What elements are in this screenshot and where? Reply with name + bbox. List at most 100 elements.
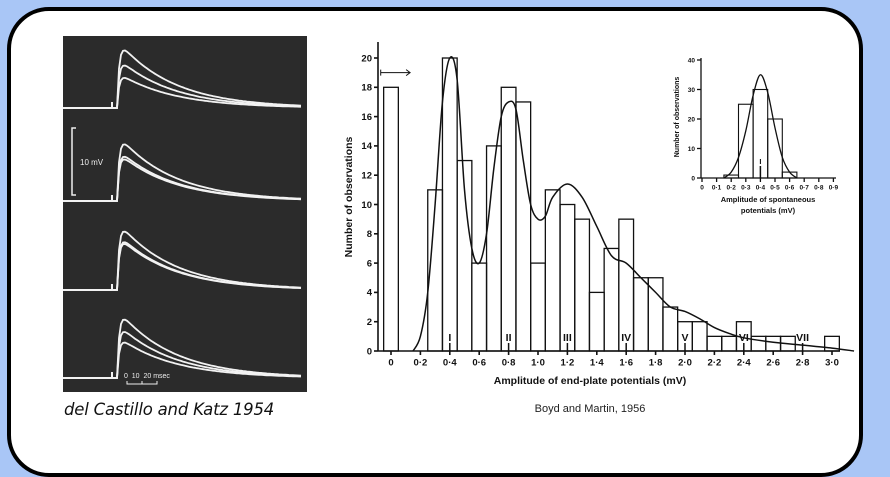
x-tick-label: 1·6 (619, 358, 633, 369)
peak-marker-label: III (563, 332, 572, 344)
right-figure-caption: Boyd and Martin, 1956 (534, 403, 646, 415)
trace-baseline (63, 284, 113, 291)
histogram-bar (574, 218, 591, 352)
y-tick-label: 2 (367, 317, 372, 328)
trace-baseline (63, 102, 113, 109)
x-tick-label: 0·3 (741, 185, 751, 192)
x-tick-label: 2·4 (737, 358, 751, 369)
peak-marker-label: V (681, 332, 688, 344)
fitted-curve (723, 74, 798, 179)
x-tick-label: 0·8 (814, 185, 824, 192)
histogram-bar (544, 189, 561, 352)
fitted-curve (412, 56, 855, 352)
failure-range-arrow (380, 69, 411, 77)
peak-marker-label: VI (739, 332, 749, 344)
y-axis-label: Number of observations (343, 136, 355, 257)
main-histogram: 0 2 4 6 8 10 12 14 16 18 20 0 0·2 0·4 0·6 0·8 1·0 1·2 1·4 1… (343, 42, 855, 387)
x-tick-label: 2·6 (766, 358, 780, 369)
histogram-bar (515, 101, 532, 352)
x-tick-label: 2·0 (678, 358, 692, 369)
inset-x-axis-label: Amplitude of spontaneous (721, 195, 816, 204)
y-tick-label: 20 (688, 116, 696, 123)
voltage-scale-bar (71, 127, 76, 196)
y-tick-label: 30 (688, 87, 696, 94)
y-tick-label: 0 (691, 175, 695, 182)
epp-trace (112, 76, 301, 109)
peak-marker-label: I (448, 332, 451, 344)
x-tick-label: 3·0 (825, 358, 839, 369)
histogram-bar (647, 277, 664, 352)
x-tick-label: 0·1 (712, 185, 722, 192)
y-tick-label: 4 (367, 288, 373, 299)
histogram-bar (530, 262, 547, 352)
peak-marker-label: IV (621, 332, 631, 344)
histogram-bar (382, 86, 399, 352)
histogram-chart: 0 2 4 6 8 10 12 14 16 18 20 0 0·2 0·4 0·6 0·8 1·0 1·2 1·4 1… (343, 42, 855, 387)
voltage-scale-label: 10 mV (80, 158, 104, 167)
y-tick-label: 10 (688, 146, 696, 153)
peak-marker-label: I (759, 157, 761, 166)
histogram-bar (632, 277, 649, 352)
histogram-bar (737, 103, 754, 179)
trace-group (63, 49, 302, 379)
trace-baseline (63, 195, 113, 202)
x-tick-label: 2·2 (708, 358, 722, 369)
y-tick-label: 40 (688, 57, 696, 64)
y-tick-label: 6 (367, 258, 372, 269)
histogram-bar (691, 321, 708, 352)
x-tick-label: 0·8 (502, 358, 516, 369)
inset-histogram: 0 10 20 30 40 0 0·1 0·2 0·3 0·4 0·5 0·6 0·7 0·8 0·9 I Am… (674, 57, 838, 215)
x-tick-label: 0 (388, 358, 393, 369)
x-tick-label: 0·4 (443, 358, 457, 369)
inset-x-axis-label-line2: potentials (mV) (741, 206, 796, 215)
x-tick-label: 0·5 (770, 185, 780, 192)
trace-baseline (63, 372, 113, 379)
x-tick-label: 1·8 (649, 358, 663, 369)
x-tick-label: 0·7 (799, 185, 809, 192)
y-tick-label: 16 (361, 112, 372, 123)
epp-trace (112, 49, 302, 109)
peak-marker-label: VII (796, 332, 809, 344)
x-tick-label: 0·2 (726, 185, 736, 192)
oscilloscope-photo: 10 mV 0 10 20 msec (63, 36, 307, 392)
histogram-bar (765, 335, 782, 352)
histogram-bar (588, 291, 605, 352)
time-scale-bar (126, 381, 158, 385)
histogram-bar (603, 247, 620, 352)
inset-y-axis-label: Number of observations (674, 77, 681, 158)
epp-trace (112, 318, 302, 379)
y-tick-label: 18 (361, 83, 372, 94)
epp-trace (112, 243, 302, 291)
histogram-bar (721, 335, 738, 352)
x-axis-label: Amplitude of end-plate potentials (mV) (494, 375, 687, 387)
x-tick-label: 1·2 (561, 358, 575, 369)
photo-background (63, 36, 307, 392)
histogram-bar (441, 57, 458, 352)
y-tick-label: 10 (361, 200, 372, 211)
histogram-bar (706, 335, 723, 352)
x-tick-label: 1·0 (531, 358, 545, 369)
y-tick-label: 12 (361, 171, 372, 182)
x-tick-label: 1·4 (590, 358, 604, 369)
x-tick-label: 2·8 (796, 358, 810, 369)
histogram-bar (559, 203, 576, 352)
epp-trace (112, 341, 301, 379)
histogram-bar (471, 262, 488, 352)
x-tick-label: 0·6 (785, 185, 795, 192)
y-tick-label: 14 (361, 141, 372, 152)
histogram-bar (500, 86, 517, 352)
time-scale-label: 0 10 20 msec (124, 373, 170, 380)
x-tick-label: 0·2 (414, 358, 428, 369)
y-tick-label: 8 (367, 229, 372, 240)
left-figure-caption: del Castillo and Katz 1954 (64, 400, 275, 419)
x-tick-label: 0 (700, 185, 704, 192)
y-tick-label: 20 (361, 53, 372, 64)
histogram-bar (662, 306, 679, 352)
peak-marker-label: II (506, 332, 512, 344)
x-tick-label: 0·9 (829, 185, 839, 192)
y-tick-label: 0 (367, 346, 372, 357)
epp-trace (112, 158, 302, 202)
histogram-bar (485, 145, 502, 352)
histogram-bar (750, 335, 767, 352)
x-tick-label: 0·6 (472, 358, 486, 369)
